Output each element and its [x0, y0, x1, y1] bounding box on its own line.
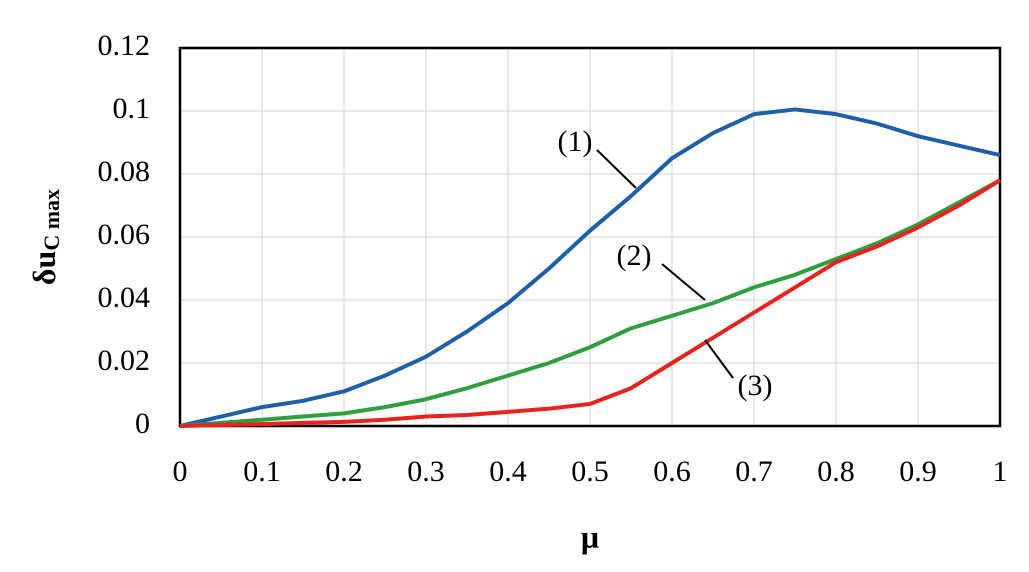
y-axis-label-main: δu	[26, 251, 62, 285]
y-tick-label: 0.02	[98, 344, 151, 377]
x-axis-label: μ	[581, 518, 599, 554]
y-tick-label: 0.06	[98, 218, 151, 251]
y-axis-label: δuC max	[26, 189, 64, 285]
annotation-leader	[704, 339, 734, 379]
annotation-leader	[661, 263, 706, 301]
series-line	[179, 178, 1002, 428]
x-tick-label: 0.1	[243, 455, 281, 488]
x-tick-label: 0	[173, 455, 188, 488]
series-annotation: (2)	[617, 239, 652, 272]
y-tick-label: 0	[135, 407, 150, 440]
plot-frame	[178, 46, 1002, 428]
x-tick-label: 0.6	[653, 455, 691, 488]
y-tick-label: 0.12	[98, 29, 151, 62]
annotation-leader	[596, 149, 637, 189]
series-line	[179, 178, 1001, 428]
x-tick-label: 1	[993, 455, 1008, 488]
series-line	[179, 107, 1001, 428]
series-annotation: (1)	[558, 125, 593, 158]
series-annotation: (3)	[738, 369, 773, 402]
y-tick-label: 0.08	[98, 155, 151, 188]
y-axis-label-sub: C max	[39, 189, 64, 251]
x-tick-label: 0.9	[899, 455, 937, 488]
x-tick-label: 0.4	[489, 455, 527, 488]
x-tick-label: 0.2	[325, 455, 363, 488]
y-tick-label: 0.04	[98, 281, 151, 314]
x-tick-label: 0.5	[571, 455, 609, 488]
x-tick-label: 0.7	[735, 455, 773, 488]
x-tick-label: 0.3	[407, 455, 445, 488]
y-tick-label: 0.1	[113, 92, 151, 125]
x-tick-label: 0.8	[817, 455, 855, 488]
